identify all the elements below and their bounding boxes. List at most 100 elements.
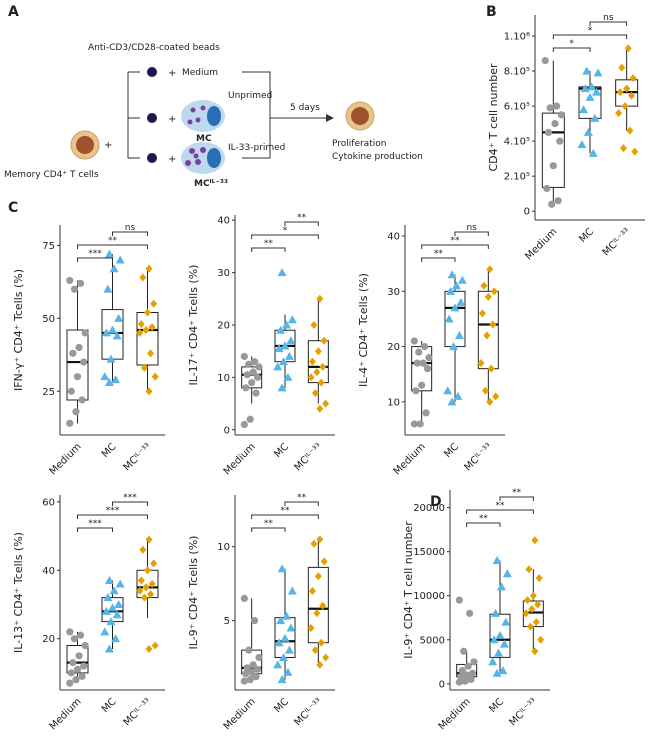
significance-bracket <box>112 231 148 236</box>
data-point <box>492 555 502 564</box>
data-point <box>457 275 467 284</box>
data-point <box>78 672 86 680</box>
y-tick-label: 1.10⁶ <box>504 32 530 43</box>
x-tick-label: MCᴵᴸ⁻³³ <box>122 696 154 728</box>
data-point <box>526 622 534 631</box>
plus: + <box>168 114 176 125</box>
significance-label: ** <box>512 488 522 498</box>
data-point <box>66 419 74 427</box>
data-point <box>615 109 623 118</box>
data-point <box>242 384 250 392</box>
data-point <box>523 596 531 605</box>
data-point <box>281 611 291 620</box>
data-point <box>109 586 119 595</box>
x-tick-label: Medium <box>523 226 559 262</box>
significance-bracket <box>454 231 489 236</box>
data-point <box>313 609 321 618</box>
data-point <box>284 645 294 654</box>
data-point <box>147 349 155 358</box>
y-tick-label: 40 <box>217 216 230 227</box>
data-point <box>111 634 121 643</box>
data-point <box>468 669 477 677</box>
data-point <box>585 92 595 101</box>
y-tick-label: 0 <box>524 207 530 218</box>
y-tick-label: 20 <box>217 321 230 332</box>
time-label: 5 days <box>290 103 320 113</box>
y-axis-label: CD4⁺ T cell number <box>487 63 500 172</box>
data-point <box>104 249 114 258</box>
x-tick-label: MCᴵᴸ⁻³³ <box>292 696 324 728</box>
y-tick-label: 10 <box>217 542 230 553</box>
y-tick-label: 0 <box>439 679 445 690</box>
panel-label: A <box>8 4 19 20</box>
y-tick-label: 40 <box>42 566 55 577</box>
data-point <box>489 635 499 644</box>
data-point <box>422 409 430 417</box>
significance-label: ** <box>264 519 274 529</box>
data-point <box>276 325 286 334</box>
data-point <box>140 593 148 602</box>
data-point <box>287 586 297 595</box>
data-point <box>481 386 489 395</box>
significance-bracket <box>466 522 501 527</box>
data-point <box>274 638 284 647</box>
data-point <box>415 348 423 356</box>
data-point <box>549 162 557 170</box>
data-point <box>104 378 114 386</box>
medium-label: Medium <box>182 68 218 78</box>
data-point <box>108 325 117 334</box>
data-point <box>577 140 587 149</box>
data-point <box>529 591 537 600</box>
data-point <box>70 285 79 293</box>
data-point <box>76 279 85 287</box>
data-point <box>316 535 324 544</box>
significance-bracket <box>77 257 113 262</box>
y-tick-label: 10000 <box>413 591 445 602</box>
data-point <box>251 616 259 625</box>
granules <box>187 105 206 125</box>
data-point <box>286 336 296 345</box>
y-tick-label: 8.10⁵ <box>504 67 530 78</box>
data-point <box>488 657 498 666</box>
data-point <box>531 647 539 656</box>
data-point <box>69 659 77 667</box>
data-point <box>532 618 540 627</box>
data-point <box>455 596 463 604</box>
data-point <box>626 126 634 135</box>
y-tick-label: 6.10⁵ <box>504 102 530 113</box>
data-point <box>81 641 89 650</box>
data-point <box>423 365 432 373</box>
data-point <box>477 359 485 368</box>
data-point <box>443 386 453 395</box>
data-point <box>531 536 539 545</box>
data-point <box>142 583 150 592</box>
box <box>489 613 511 658</box>
data-point <box>248 668 256 676</box>
data-point <box>103 593 113 602</box>
data-point <box>449 342 459 351</box>
data-point <box>480 281 488 290</box>
data-point <box>502 569 512 578</box>
significance-label: ** <box>496 501 506 511</box>
data-point <box>310 539 318 548</box>
data-point <box>151 372 159 381</box>
data-point <box>463 671 471 679</box>
data-point <box>114 313 124 322</box>
y-tick-label: 40 <box>387 232 400 243</box>
data-point <box>313 368 321 377</box>
data-point <box>140 363 148 372</box>
data-point <box>253 373 262 381</box>
data-point <box>535 574 543 583</box>
data-point <box>101 328 111 337</box>
data-point <box>453 391 463 400</box>
data-point <box>499 639 509 648</box>
data-point <box>314 572 322 581</box>
x-tick-label: Medium <box>48 696 84 732</box>
data-point <box>591 87 601 96</box>
data-point <box>104 644 114 653</box>
data-point <box>112 610 122 619</box>
beads <box>147 67 157 163</box>
merge-bracket <box>242 71 282 159</box>
outcome: Proliferation <box>332 139 386 149</box>
plus: + <box>168 154 176 165</box>
